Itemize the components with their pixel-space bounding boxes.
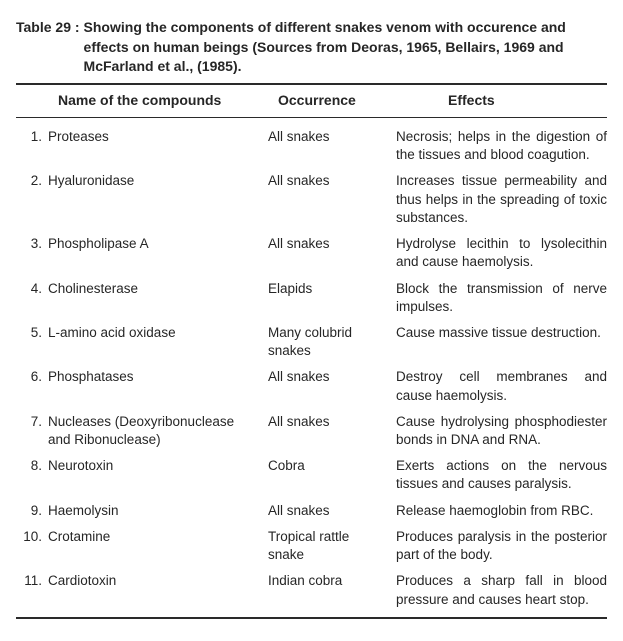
table-row: 6. Phosphatases All snakes Destroy cell …: [16, 364, 607, 408]
cell-name: Cholinesterase: [48, 280, 268, 298]
cell-occurrence: All snakes: [268, 235, 396, 253]
cell-occurrence: Elapids: [268, 280, 396, 298]
cell-name: Phosphatases: [48, 368, 268, 386]
table-caption: Table 29 : Showing the components of dif…: [16, 18, 607, 77]
cell-num: 2.: [16, 172, 48, 190]
cell-name: Hyaluronidase: [48, 172, 268, 190]
cell-name: Crotamine: [48, 528, 268, 546]
cell-name: Nucleases (Deoxyribonuclease and Ribonuc…: [48, 413, 268, 449]
cell-occurrence: All snakes: [268, 172, 396, 190]
table-row: 7. Nucleases (Deoxyribonuclease and Ribo…: [16, 409, 607, 453]
cell-name: Proteases: [48, 128, 268, 146]
cell-occurrence: All snakes: [268, 128, 396, 146]
cell-effects: Release haemoglobin from RBC.: [396, 502, 607, 520]
cell-occurrence: Many colubrid snakes: [268, 324, 396, 360]
header-occurrence: Occurrence: [278, 91, 408, 109]
cell-occurrence: Indian cobra: [268, 572, 396, 590]
cell-effects: Increases tissue permeability and thus h…: [396, 172, 607, 227]
cell-name: L-amino acid oxidase: [48, 324, 268, 342]
cell-effects: Cause hydrolysing phosphodiester bonds i…: [396, 413, 607, 449]
cell-num: 3.: [16, 235, 48, 253]
caption-label: Table 29 :: [16, 18, 84, 38]
rule-bottom: [16, 617, 607, 619]
cell-num: 9.: [16, 502, 48, 520]
caption-text: Showing the components of different snak…: [84, 18, 607, 77]
cell-name: Phospholipase A: [48, 235, 268, 253]
cell-name: Cardiotoxin: [48, 572, 268, 590]
cell-effects: Exerts actions on the nervous tissues an…: [396, 457, 607, 493]
table-header-row: Name of the compounds Occurrence Effects: [16, 85, 607, 117]
table-row: 1. Proteases All snakes Necrosis; helps …: [16, 124, 607, 168]
cell-occurrence: Tropical rattle snake: [268, 528, 396, 564]
cell-effects: Hydrolyse lecithin to lysolecithin and c…: [396, 235, 607, 271]
cell-num: 6.: [16, 368, 48, 386]
table-row: 4. Cholinesterase Elapids Block the tran…: [16, 276, 607, 320]
header-effects: Effects: [408, 91, 607, 109]
cell-num: 5.: [16, 324, 48, 342]
table-row: 10. Crotamine Tropical rattle snake Prod…: [16, 524, 607, 568]
table-row: 8. Neurotoxin Cobra Exerts actions on th…: [16, 453, 607, 497]
table-row: 11. Cardiotoxin Indian cobra Produces a …: [16, 568, 607, 612]
table-row: 3. Phospholipase A All snakes Hydrolyse …: [16, 231, 607, 275]
cell-num: 4.: [16, 280, 48, 298]
cell-effects: Destroy cell membranes and cause haemoly…: [396, 368, 607, 404]
cell-effects: Produces paralysis in the posterior part…: [396, 528, 607, 564]
cell-num: 8.: [16, 457, 48, 475]
table-row: 2. Hyaluronidase All snakes Increases ti…: [16, 168, 607, 231]
cell-effects: Necrosis; helps in the digestion of the …: [396, 128, 607, 164]
cell-effects: Cause massive tissue destruction.: [396, 324, 607, 342]
table-body: 1. Proteases All snakes Necrosis; helps …: [16, 118, 607, 617]
cell-occurrence: Cobra: [268, 457, 396, 475]
table-row: 5. L-amino acid oxidase Many colubrid sn…: [16, 320, 607, 364]
header-blank: [16, 91, 42, 109]
cell-occurrence: All snakes: [268, 368, 396, 386]
cell-effects: Block the transmission of nerve impulses…: [396, 280, 607, 316]
cell-num: 7.: [16, 413, 48, 431]
cell-num: 10.: [16, 528, 48, 546]
cell-occurrence: All snakes: [268, 502, 396, 520]
cell-name: Neurotoxin: [48, 457, 268, 475]
cell-occurrence: All snakes: [268, 413, 396, 431]
cell-name: Haemolysin: [48, 502, 268, 520]
table-row: 9. Haemolysin All snakes Release haemogl…: [16, 498, 607, 524]
cell-effects: Produces a sharp fall in blood pressure …: [396, 572, 607, 608]
header-name: Name of the compounds: [42, 91, 278, 109]
cell-num: 11.: [16, 572, 48, 590]
cell-num: 1.: [16, 128, 48, 146]
